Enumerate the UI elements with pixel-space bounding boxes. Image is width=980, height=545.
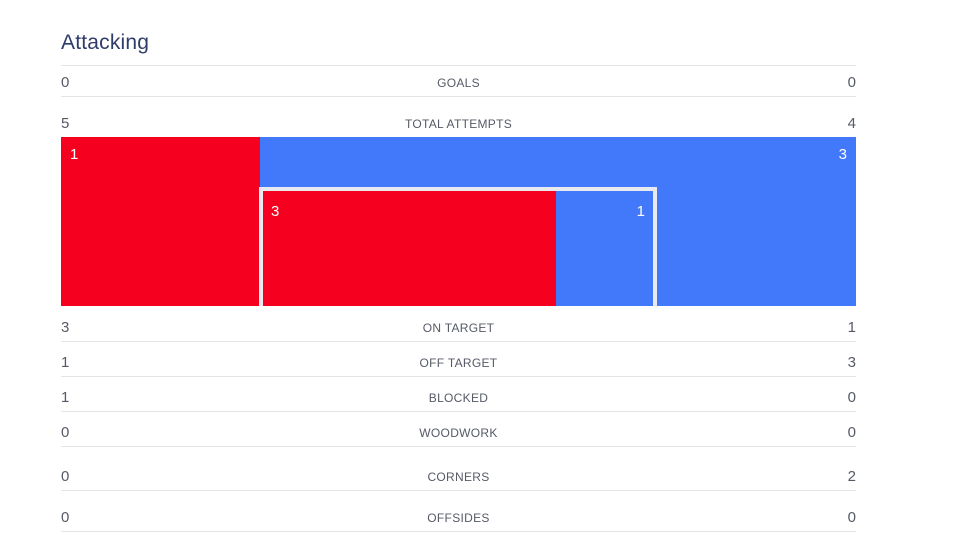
- home-value: 0: [61, 74, 70, 91]
- divider: [61, 411, 856, 412]
- divider: [61, 446, 856, 447]
- home-value: 0: [61, 424, 70, 441]
- stat-row-corners: 0 CORNERS 2: [61, 466, 856, 488]
- home-on-target-area: 3: [263, 191, 556, 306]
- home-value: 5: [61, 115, 70, 132]
- stat-row-goals: 0 GOALS 0: [61, 72, 856, 94]
- stat-label: GOALS: [437, 76, 480, 90]
- stat-label: BLOCKED: [428, 391, 489, 405]
- stat-label: ON TARGET: [422, 321, 495, 335]
- home-value: 1: [61, 354, 70, 371]
- away-value: 0: [847, 509, 856, 526]
- divider: [61, 490, 856, 491]
- away-off-target-count: 3: [838, 146, 847, 163]
- stat-row-woodwork: 0 WOODWORK 0: [61, 422, 856, 444]
- home-off-target-area: 1: [61, 137, 260, 306]
- home-value: 0: [61, 468, 70, 485]
- divider: [61, 65, 856, 66]
- home-value: 1: [61, 389, 70, 406]
- away-on-target-count: 1: [636, 203, 645, 220]
- divider: [61, 341, 856, 342]
- stat-row-total-attempts: 5 TOTAL ATTEMPTS 4: [61, 113, 856, 135]
- away-value: 1: [847, 319, 856, 336]
- home-on-target-count: 3: [271, 203, 280, 220]
- section-title: Attacking: [61, 31, 150, 54]
- home-off-target-count: 1: [70, 146, 79, 163]
- away-on-target-area: 1: [556, 191, 653, 306]
- attempts-graphic: 1 3 3 1: [61, 137, 856, 306]
- stat-row-on-target: 3 ON TARGET 1: [61, 317, 856, 339]
- stat-label: OFF TARGET: [419, 356, 498, 370]
- stat-label: WOODWORK: [419, 426, 498, 440]
- stat-label: CORNERS: [427, 470, 490, 484]
- away-value: 0: [847, 424, 856, 441]
- stat-label: TOTAL ATTEMPTS: [404, 117, 513, 131]
- away-value: 3: [847, 354, 856, 371]
- stat-label: OFFSIDES: [427, 511, 490, 525]
- divider: [61, 531, 856, 532]
- home-value: 0: [61, 509, 70, 526]
- stat-row-off-target: 1 OFF TARGET 3: [61, 352, 856, 374]
- away-value: 0: [847, 74, 856, 91]
- divider: [61, 376, 856, 377]
- stat-row-blocked: 1 BLOCKED 0: [61, 387, 856, 409]
- away-value: 2: [847, 468, 856, 485]
- goal-frame: 3 1: [259, 187, 657, 306]
- stat-row-offsides: 0 OFFSIDES 0: [61, 507, 856, 529]
- home-value: 3: [61, 319, 70, 336]
- divider: [61, 96, 856, 97]
- away-value: 4: [847, 115, 856, 132]
- away-value: 0: [847, 389, 856, 406]
